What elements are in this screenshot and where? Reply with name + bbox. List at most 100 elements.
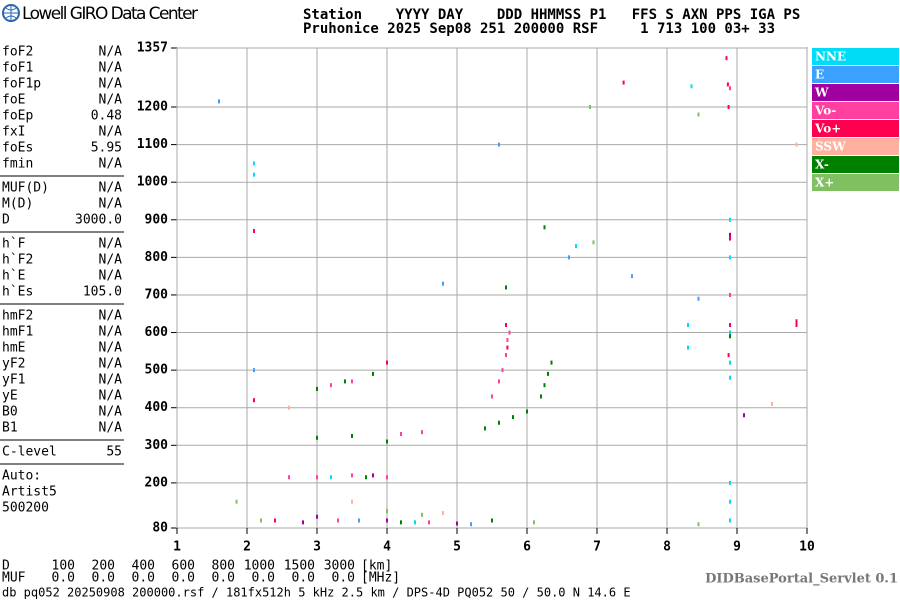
param-value: N/A [99, 357, 123, 372]
echo-point [729, 334, 731, 339]
echo-point [330, 383, 332, 388]
echo-point [506, 345, 509, 350]
param-name: h`F2 [2, 253, 33, 268]
param-name: B0 [2, 405, 18, 420]
echo-point [400, 432, 402, 437]
y-tick-label: 500 [145, 363, 169, 378]
header-line: Pruhonice 2025 Sep08 251 200000 RSF 1 71… [303, 21, 775, 37]
row-value: 0.0 [132, 571, 155, 586]
echo-point [491, 394, 493, 399]
echo-point [543, 225, 546, 230]
row-value: 0.0 [252, 571, 275, 586]
param-value: N/A [99, 77, 123, 92]
y-tick-label: 1100 [137, 137, 168, 152]
y-tick-label: 1000 [137, 175, 168, 190]
param-name: yE [2, 389, 18, 404]
echo-point [729, 323, 731, 328]
echo-point [442, 281, 444, 286]
note: Artist5 [2, 485, 57, 500]
echo-point [506, 338, 509, 343]
echo-point [316, 435, 318, 440]
legend-swatch [812, 174, 899, 191]
legend-swatch [812, 84, 899, 101]
echo-point [533, 520, 535, 525]
param-name: hmF1 [2, 325, 33, 340]
row-value: 800 [212, 559, 235, 574]
param-value: N/A [99, 157, 123, 172]
x-tick-label: 4 [383, 540, 391, 555]
echo-point [400, 520, 402, 525]
legend-label: X- [815, 158, 829, 172]
echo-point [697, 522, 700, 527]
echo-point [428, 520, 430, 525]
echo-point [421, 430, 423, 435]
echo-point [729, 480, 731, 485]
param-value: N/A [99, 253, 123, 268]
y-tick-label: 900 [145, 212, 169, 227]
param-name: hmE [2, 341, 25, 356]
param-value: 0.48 [91, 109, 122, 124]
param-value: N/A [99, 389, 123, 404]
echo-point [508, 330, 511, 335]
echo-point [253, 161, 255, 166]
echo-point [729, 292, 731, 297]
echo-point [288, 475, 290, 480]
param-name: foF1 [2, 61, 33, 76]
echo-point [540, 394, 542, 399]
echo-point [260, 518, 262, 523]
note: 500200 [2, 501, 49, 516]
x-tick-label: 7 [593, 540, 601, 555]
echo-point [550, 360, 553, 365]
x-tick-label: 2 [243, 540, 251, 555]
param-name: foEp [2, 109, 33, 124]
legend-swatch [812, 138, 899, 155]
row-value: 0.0 [92, 571, 115, 586]
x-tick-label: 5 [453, 540, 461, 555]
legend-label: Vo+ [814, 122, 841, 136]
brand: Lowell GIRO Data Center [22, 4, 198, 24]
echo-point [687, 345, 689, 350]
row-label: D [2, 559, 10, 574]
echo-point [505, 353, 507, 358]
param-name: yF2 [2, 357, 25, 372]
footer-source: db pq052 20250908 200000.rsf / 181fx512h… [2, 586, 631, 600]
y-tick-label: 400 [145, 400, 169, 415]
echo-point [543, 383, 546, 388]
row-value: 0.0 [292, 571, 315, 586]
x-tick-label: 8 [663, 540, 671, 555]
echo-point [505, 323, 507, 328]
param-value: N/A [99, 269, 123, 284]
echo-point [795, 323, 798, 328]
echo-point [729, 86, 731, 91]
plot-frame [176, 47, 808, 529]
legend-label: X+ [815, 176, 834, 190]
echo-point [729, 217, 731, 222]
echo-point [484, 426, 486, 431]
x-tick-label: 1 [173, 540, 181, 555]
echo-point [727, 105, 730, 110]
legend-label: Vo- [814, 104, 836, 118]
row-value: 0.0 [52, 571, 75, 586]
legend-label: SSW [815, 140, 846, 154]
echo-point [729, 499, 731, 504]
echo-point [386, 439, 388, 444]
echo-point [218, 99, 220, 104]
header-line: Station YYYY DAY DDD HHMMSS P1 FFS S AXN… [303, 7, 800, 23]
row-value: 0.0 [172, 571, 195, 586]
echo-point [771, 401, 773, 406]
echo-point [547, 371, 549, 376]
row-value: 600 [172, 559, 195, 574]
echo-point [697, 112, 700, 117]
echo-point [795, 319, 798, 324]
echo-point [386, 475, 388, 480]
param-name: h`E [2, 269, 25, 284]
y-tick-label: 200 [145, 475, 169, 490]
param-name: fmin [2, 157, 33, 172]
param-value: N/A [99, 181, 123, 196]
echo-point [372, 371, 374, 376]
echo-point [351, 433, 353, 438]
param-value: N/A [99, 61, 123, 76]
note: Auto: [2, 469, 41, 484]
echo-point [568, 255, 570, 260]
